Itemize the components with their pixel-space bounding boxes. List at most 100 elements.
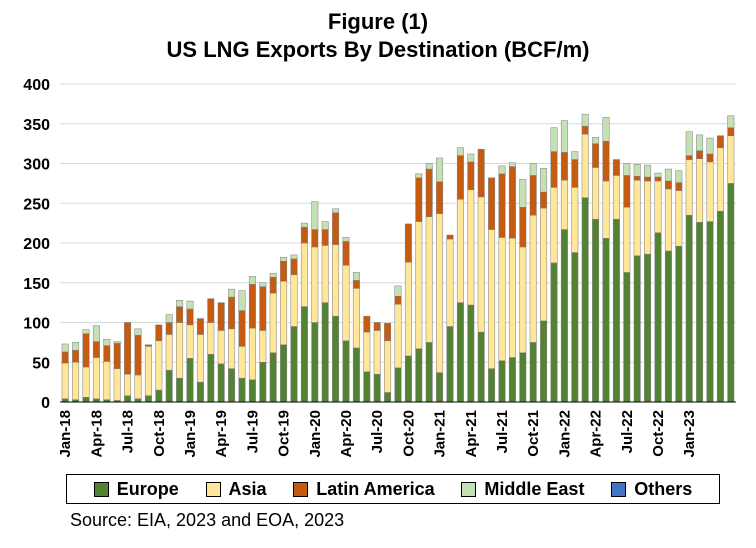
bar-segment-latin-america — [404, 223, 412, 263]
bar-segment-latin-america — [124, 322, 132, 375]
bar-segment-middle-east — [550, 127, 558, 152]
bar-segment-latin-america — [196, 318, 204, 335]
bar-segment-latin-america — [92, 341, 100, 358]
bar-segment-middle-east — [529, 163, 537, 176]
bar-segment-latin-america — [248, 284, 256, 329]
bar-segment-middle-east — [592, 137, 600, 144]
bar-segment-europe — [186, 358, 194, 403]
x-tick-label: Oct-22 — [650, 410, 667, 457]
x-tick-label: Apr-18 — [88, 410, 105, 458]
bar-segment-latin-america — [425, 168, 433, 218]
bar-segment-asia — [72, 362, 80, 400]
bar-segment-middle-east — [269, 272, 277, 278]
bar-segment-middle-east — [675, 170, 683, 183]
bar-segment-middle-east — [685, 131, 693, 156]
legend-swatch — [293, 481, 309, 497]
x-tick-label: Oct-19 — [276, 410, 293, 457]
bar-segment-latin-america — [394, 296, 402, 305]
bar-segment-europe — [259, 362, 267, 403]
bar-segment-europe — [581, 197, 589, 403]
bar-segment-asia — [519, 246, 527, 353]
bar-segment-middle-east — [623, 163, 631, 176]
bar-segment-europe — [436, 372, 444, 403]
bar-segment-asia — [644, 180, 652, 255]
bar-segment-middle-east — [280, 257, 288, 262]
bar-segment-europe — [404, 355, 412, 403]
bar-segment-latin-america — [633, 175, 641, 181]
bar-segment-europe — [623, 272, 631, 403]
bar-segment-middle-east — [61, 343, 69, 353]
bar-segment-latin-america — [560, 152, 568, 181]
bar-segment-asia — [82, 366, 90, 398]
bar-segment-middle-east — [352, 272, 360, 281]
bar-segment-europe — [228, 368, 236, 403]
bar-segment-latin-america — [675, 182, 683, 191]
bar-segment-latin-america — [176, 306, 184, 323]
bar-segment-middle-east — [644, 164, 652, 178]
bar-segment-latin-america — [519, 206, 527, 248]
bar-segment-europe — [664, 250, 672, 403]
title-line-2: US LNG Exports By Destination (BCF/m) — [166, 37, 590, 62]
legend-item: Europe — [93, 479, 179, 500]
bar-segment-asia — [217, 330, 225, 365]
bar-segment-middle-east — [664, 168, 672, 182]
bar-segment-middle-east — [540, 168, 548, 193]
bar-segment-asia — [467, 189, 475, 306]
bar-segment-europe — [311, 322, 319, 403]
bar-segment-europe — [196, 381, 204, 403]
bar-segment-middle-east — [186, 300, 194, 310]
bar-segment-asia — [342, 265, 350, 342]
bar-segment-asia — [716, 147, 724, 212]
bar-segment-middle-east — [498, 165, 506, 175]
y-tick-label: 250 — [23, 196, 50, 213]
bar-segment-asia — [92, 357, 100, 400]
x-tick-label: Jul-18 — [120, 410, 137, 453]
bar-segment-latin-america — [363, 315, 371, 333]
bar-segment-latin-america — [488, 177, 496, 230]
bar-segment-europe — [332, 315, 340, 403]
bar-segment-asia — [134, 374, 142, 400]
bar-segment-latin-america — [727, 127, 735, 136]
bar-segment-latin-america — [61, 351, 69, 364]
bar-segment-europe — [342, 340, 350, 403]
bar-segment-latin-america — [321, 229, 329, 246]
bar-segment-europe — [519, 352, 527, 403]
bar-segment-europe — [176, 377, 184, 403]
bar-segment-latin-america — [207, 298, 215, 323]
bar-segment-europe — [540, 320, 548, 403]
x-tick-label: Oct-18 — [151, 410, 168, 457]
bar-segment-latin-america — [352, 280, 360, 289]
bar-segment-latin-america — [290, 258, 298, 276]
bar-segment-asia — [612, 175, 620, 220]
bar-segment-asia — [498, 237, 506, 361]
bar-segment-europe — [394, 367, 402, 403]
x-tick-label: Jul-19 — [244, 410, 261, 453]
bar-segment-middle-east — [508, 162, 516, 167]
bar-segment-latin-america — [540, 191, 548, 209]
x-tick-label: Jan-19 — [182, 410, 199, 458]
y-tick-label: 350 — [23, 117, 50, 134]
bar-segment-asia — [228, 328, 236, 369]
bar-segment-asia — [425, 216, 433, 343]
bar-segment-europe — [706, 221, 714, 403]
bar-segment-middle-east — [415, 173, 423, 179]
bar-segment-latin-america — [467, 161, 475, 190]
bar-segment-europe — [644, 253, 652, 403]
bar-segment-asia — [592, 167, 600, 220]
bar-segment-middle-east — [581, 113, 589, 127]
bar-segment-middle-east — [228, 288, 236, 298]
bar-segment-latin-america — [72, 350, 80, 363]
bar-segment-latin-america — [384, 323, 392, 342]
bar-segment-latin-america — [436, 181, 444, 214]
bar-segment-asia — [196, 334, 204, 383]
bar-segment-latin-america — [134, 334, 142, 376]
bar-segment-middle-east — [727, 115, 735, 128]
bar-segment-latin-america — [155, 324, 163, 342]
bar-segment-europe — [321, 302, 329, 403]
bar-segment-asia — [290, 274, 298, 327]
bar-segment-asia — [623, 206, 631, 273]
y-tick-label: 0 — [41, 395, 50, 412]
bar-segment-middle-east — [82, 329, 90, 334]
bar-segment-europe — [477, 331, 485, 403]
x-tick-label: Jan-23 — [681, 410, 698, 458]
